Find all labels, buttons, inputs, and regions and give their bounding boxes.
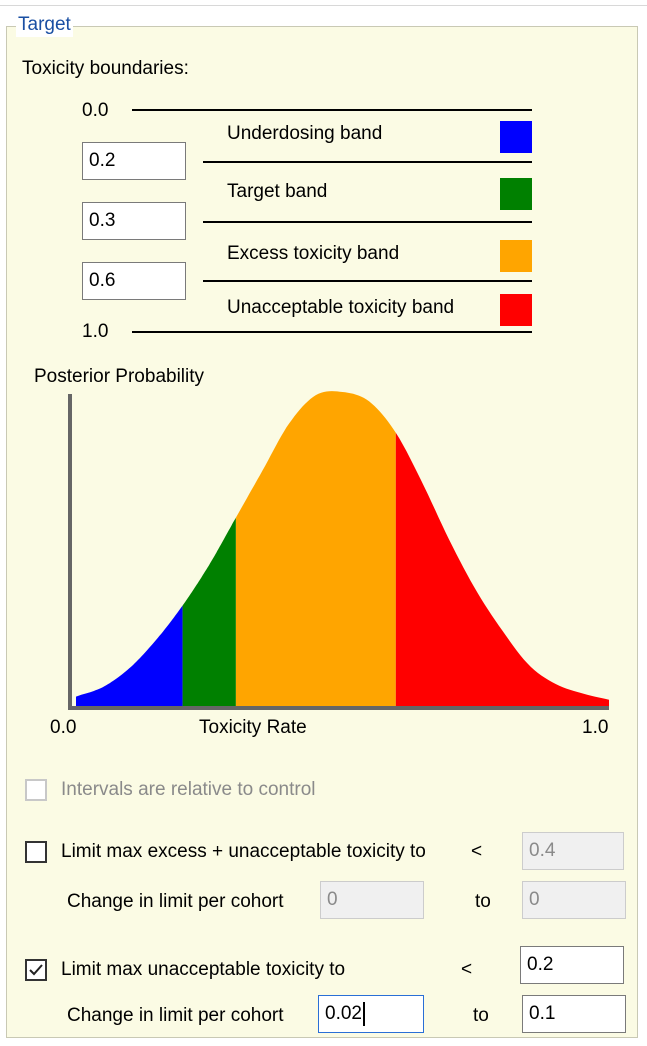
- limit-unacceptable-lt: <: [461, 959, 473, 980]
- limit-unacceptable-to-input[interactable]: 0.1: [522, 995, 626, 1033]
- relative-to-control-checkbox[interactable]: [25, 779, 47, 801]
- top-divider: [0, 5, 647, 6]
- limit-unacceptable-change-label: Change in limit per cohort: [67, 1005, 284, 1026]
- limit-excess-change-input[interactable]: 0: [320, 881, 424, 919]
- band-label-excess: Excess toxicity band: [227, 243, 400, 264]
- limit-excess-input[interactable]: 0.4: [522, 832, 624, 870]
- x-tick-label-min: 0.0: [50, 717, 77, 738]
- boundary-1-input[interactable]: 0.2: [82, 142, 186, 180]
- band-label-unacceptable: Unacceptable toxicity band: [227, 297, 455, 318]
- density-band-3: [395, 432, 609, 706]
- checkmark-icon: [29, 964, 43, 976]
- boundary-bottom-label: 1.0: [82, 321, 109, 342]
- density-band-0: [76, 605, 183, 706]
- band-swatch-target: [500, 178, 532, 210]
- boundary-3-input[interactable]: 0.6: [82, 262, 186, 300]
- chart-title: Posterior Probability: [34, 366, 205, 387]
- density-band-2: [235, 391, 396, 706]
- band-label-target: Target band: [227, 181, 328, 202]
- density-band-1: [182, 517, 236, 706]
- relative-to-control-label: Intervals are relative to control: [61, 779, 316, 800]
- band-swatch-underdosing: [500, 121, 532, 153]
- limit-excess-to-label: to: [475, 891, 491, 912]
- boundary-line-4: [132, 331, 532, 333]
- x-axis-label: Toxicity Rate: [199, 717, 307, 738]
- limit-excess-label: Limit max excess + unacceptable toxicity…: [61, 841, 426, 862]
- limit-unacceptable-to-label: to: [473, 1005, 489, 1026]
- band-label-underdosing: Underdosing band: [227, 123, 383, 144]
- boundary-line-2: [203, 221, 532, 223]
- boundary-line-1: [203, 161, 532, 163]
- boundary-top-label: 0.0: [82, 100, 109, 121]
- band-swatch-unacceptable: [500, 294, 532, 326]
- boundary-2-input[interactable]: 0.3: [82, 202, 186, 240]
- text-caret: [362, 1001, 365, 1026]
- limit-unacceptable-change-input[interactable]: 0.02: [318, 995, 424, 1033]
- group-title: Target: [16, 13, 73, 37]
- band-swatch-excess: [500, 240, 532, 272]
- limit-excess-change-label: Change in limit per cohort: [67, 891, 284, 912]
- limit-unacceptable-input[interactable]: 0.2: [520, 946, 624, 984]
- limit-excess-checkbox[interactable]: [25, 841, 47, 863]
- limit-excess-to-input[interactable]: 0: [522, 881, 626, 919]
- limit-unacceptable-checkbox[interactable]: [25, 959, 47, 981]
- limit-excess-lt: <: [471, 841, 483, 862]
- boundary-line-0: [132, 109, 532, 111]
- x-tick-label-max: 1.0: [582, 717, 609, 738]
- boundaries-heading: Toxicity boundaries:: [22, 58, 189, 79]
- boundary-line-3: [203, 280, 532, 282]
- limit-unacceptable-label: Limit max unacceptable toxicity to: [61, 959, 346, 980]
